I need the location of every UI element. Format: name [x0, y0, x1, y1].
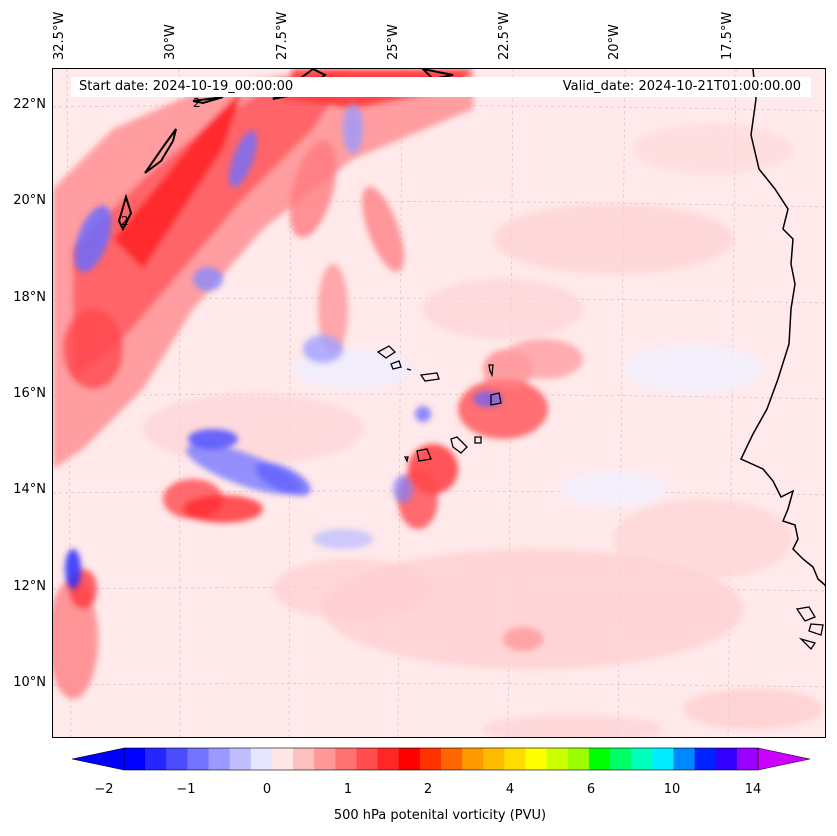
colorbar-tick: 0 [262, 782, 272, 797]
colorbar-cell [441, 748, 463, 770]
colorbar-cell [314, 748, 336, 770]
colorbar-cell [419, 748, 442, 770]
islands [376, 345, 502, 463]
map-panel: 2 2 Start date: 2024-10-19_00:00:00 [52, 68, 826, 738]
colorbar-cell [335, 748, 357, 770]
colorbar [72, 747, 810, 771]
colorbar-cell [398, 748, 421, 770]
colorbar-tick: 4 [505, 782, 515, 797]
pv-field-map: 2 2 [53, 69, 825, 737]
colorbar-cell [377, 748, 400, 770]
lat-label-10n: 10°N [13, 675, 46, 690]
colorbar-cell [588, 748, 611, 770]
lat-label-16n: 16°N [13, 386, 46, 401]
african-coastline [739, 69, 825, 587]
colorbar-cell [208, 748, 231, 770]
colorbar-cell [166, 748, 188, 770]
colorbar-tick: 2 [423, 782, 433, 797]
lat-label-20n: 20°N [13, 193, 46, 208]
colorbar-tick: −1 [176, 782, 196, 797]
colorbar-extend-low [72, 747, 125, 771]
colorbar-extend-high [757, 747, 810, 771]
lon-label-32-5w: 32.5°W [52, 11, 67, 60]
lon-label-20w: 20°W [607, 24, 622, 60]
colorbar-cell [462, 748, 484, 770]
colorbar-tick: 10 [663, 782, 681, 797]
colorbar-cell [504, 748, 526, 770]
colorbar-cell [736, 748, 759, 770]
colorbar-cell [145, 748, 167, 770]
colorbar-cell [271, 748, 294, 770]
colorbar-cell [694, 748, 717, 770]
colorbar-cell [567, 748, 590, 770]
colorbar-cell [356, 748, 378, 770]
lat-label-12n: 12°N [13, 579, 46, 594]
lon-label-30w: 30°W [163, 24, 178, 60]
colorbar-cell [546, 748, 569, 770]
colorbar-cell [631, 748, 653, 770]
colorbar-tick: 1 [343, 782, 353, 797]
lat-label-14n: 14°N [13, 482, 46, 497]
colorbar-cell [483, 748, 505, 770]
colorbar-cell [229, 748, 252, 770]
contour-label-2a: 2 [121, 214, 129, 228]
lon-label-17-5w: 17.5°W [720, 11, 735, 60]
colorbar-cell [715, 748, 738, 770]
colorbar-cell [124, 748, 146, 770]
colorbar-cell [187, 748, 209, 770]
coast-detail [795, 606, 824, 651]
start-date-label: Start date: 2024-10-19_00:00:00 [73, 78, 300, 95]
colorbar-cell [293, 748, 315, 770]
colorbar-cell [250, 748, 273, 770]
colorbar-cell [525, 748, 548, 770]
negative-pv-patches [65, 104, 503, 589]
valid-date-label: Valid_date: 2024-10-21T01:00:00.00 [556, 78, 807, 95]
colorbar-cell [652, 748, 674, 770]
colorbar-tick: −2 [94, 782, 114, 797]
colorbar-label: 500 hPa potenital vorticity (PVU) [333, 808, 547, 823]
lon-label-22-5w: 22.5°W [497, 11, 512, 60]
lon-label-27-5w: 27.5°W [275, 11, 290, 60]
weak-pv-shading [143, 124, 823, 737]
colorbar-cells [124, 748, 759, 770]
colorbar-tick: 14 [744, 782, 762, 797]
lat-label-18n: 18°N [13, 290, 46, 305]
colorbar-tick: 6 [586, 782, 596, 797]
colorbar-cell [610, 748, 632, 770]
lat-label-22n: 22°N [13, 97, 46, 112]
positive-pv-band [53, 69, 583, 699]
contour-label-2b: 2 [193, 96, 201, 110]
lon-label-25w: 25°W [386, 24, 401, 60]
colorbar-cell [673, 748, 695, 770]
